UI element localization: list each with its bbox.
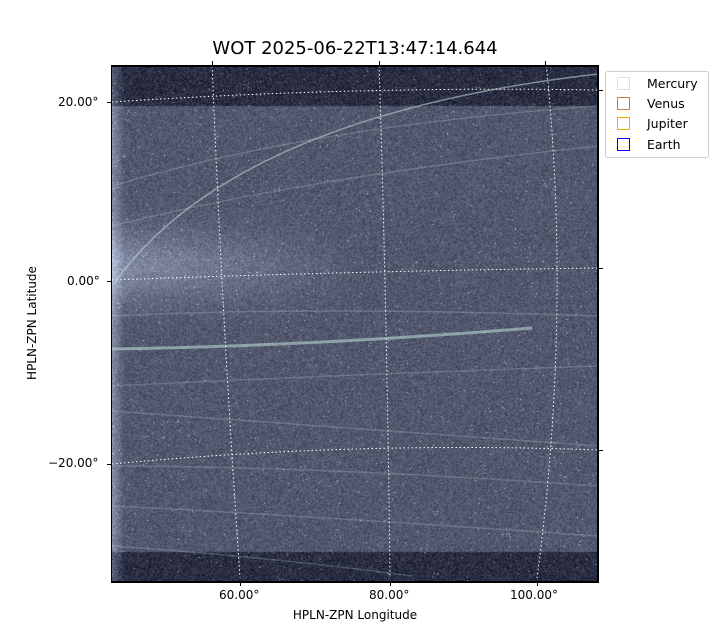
x-tick-top: [545, 61, 546, 66]
y-tick-label-minus20: −20.00°: [48, 456, 99, 470]
image-pixels: [112, 66, 598, 581]
streak: [112, 310, 598, 317]
streak: [112, 410, 598, 447]
y-tick-right: [598, 268, 603, 269]
x-axis-label: HPLN-ZPN Longitude: [292, 608, 418, 622]
x-tick-label-60: 60.00°: [219, 588, 260, 602]
legend-swatch: [617, 76, 630, 90]
grid-line: [211, 66, 241, 579]
y-tick: [107, 464, 112, 465]
legend-label: Mercury: [647, 75, 698, 91]
streak: [112, 545, 413, 577]
y-tick: [107, 102, 112, 103]
x-tick-top: [379, 61, 380, 66]
x-tick: [390, 581, 391, 586]
legend: Mercury Venus Jupiter Earth: [605, 71, 709, 158]
overlay: [112, 66, 598, 579]
legend-item-mercury: Mercury: [617, 73, 698, 93]
legend-swatch: [617, 137, 630, 151]
x-tick-top: [212, 61, 213, 66]
legend-item-jupiter: Jupiter: [617, 113, 688, 133]
legend-swatch: [617, 116, 630, 130]
grid-line: [378, 66, 391, 579]
x-tick-label-100: 100.00°: [510, 588, 558, 602]
grid-line: [112, 267, 598, 281]
grid-line: [112, 88, 598, 103]
streak: [112, 145, 598, 227]
streak: [112, 73, 598, 287]
streak: [112, 326, 533, 351]
x-tick: [240, 581, 241, 586]
y-axis-label: HPLN-ZPN Latitude: [25, 266, 39, 380]
legend-label: Earth: [647, 136, 681, 152]
y-tick-label-0: 0.00°: [67, 274, 100, 288]
grid-line: [536, 66, 558, 579]
x-tick: [537, 581, 538, 586]
y-tick-label-20: 20.00°: [58, 95, 99, 109]
legend-label: Venus: [647, 95, 685, 111]
x-tick-label-80: 80.00°: [369, 588, 410, 602]
legend-label: Jupiter: [647, 115, 688, 131]
streak: [112, 465, 598, 487]
streak: [112, 105, 598, 187]
legend-item-earth: Earth: [617, 134, 681, 154]
chart-title: WOT 2025-06-22T13:47:14.644: [212, 38, 498, 59]
streak: [112, 365, 598, 387]
grid-line: [112, 446, 598, 465]
y-tick: [107, 281, 112, 282]
y-tick-right: [598, 450, 603, 451]
legend-item-venus: Venus: [617, 93, 685, 113]
image-plot: [112, 66, 598, 581]
streak: [112, 505, 598, 537]
legend-swatch: [617, 96, 630, 110]
y-tick-right: [598, 90, 603, 91]
